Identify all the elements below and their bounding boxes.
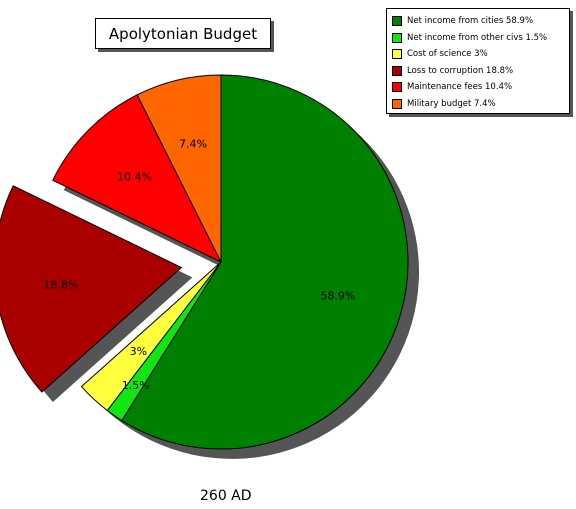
pie-slice bbox=[80, 261, 222, 412]
legend-item: Military budget 7.4% bbox=[392, 96, 564, 113]
legend-label: Loss to corruption 18.8% bbox=[407, 65, 514, 76]
legend-label: Net income from other civs 1.5% bbox=[407, 32, 548, 43]
slice-data-label: 18.8% bbox=[44, 278, 79, 291]
legend-item: Net income from other civs 1.5% bbox=[392, 30, 564, 47]
slice-data-label: 1.5% bbox=[122, 379, 150, 392]
pie-slice bbox=[121, 74, 409, 450]
legend-label: Military budget 7.4% bbox=[407, 98, 496, 109]
slice-data-label: 3% bbox=[130, 345, 147, 358]
pie-slice bbox=[136, 74, 222, 263]
chart-footer: 260 AD bbox=[200, 488, 252, 504]
legend-item: Net income from cities 58.9% bbox=[392, 13, 564, 30]
legend-item: Loss to corruption 18.8% bbox=[392, 63, 564, 80]
slice-data-label: 7.4% bbox=[179, 138, 207, 151]
legend-swatch bbox=[392, 16, 402, 27]
legend-swatch bbox=[392, 49, 402, 60]
legend-item: Maintenance fees 10.4% bbox=[392, 79, 564, 96]
legend: Net income from cities 58.9% Net income … bbox=[386, 8, 570, 114]
legend-swatch bbox=[392, 65, 402, 76]
legend-swatch bbox=[392, 98, 402, 109]
legend-swatch bbox=[392, 82, 402, 93]
legend-label: Cost of science 3% bbox=[407, 49, 488, 60]
chart-title: Apolytonian Budget bbox=[95, 18, 271, 49]
slice-data-label: 58.9% bbox=[320, 290, 355, 303]
legend-label: Maintenance fees 10.4% bbox=[407, 82, 513, 93]
slice-data-label: 10.4% bbox=[117, 171, 152, 184]
pie-slice bbox=[0, 185, 183, 393]
pie-slice bbox=[52, 94, 223, 264]
legend-label: Net income from cities 58.9% bbox=[407, 16, 534, 27]
legend-swatch bbox=[392, 32, 402, 43]
legend-item: Cost of science 3% bbox=[392, 46, 564, 63]
